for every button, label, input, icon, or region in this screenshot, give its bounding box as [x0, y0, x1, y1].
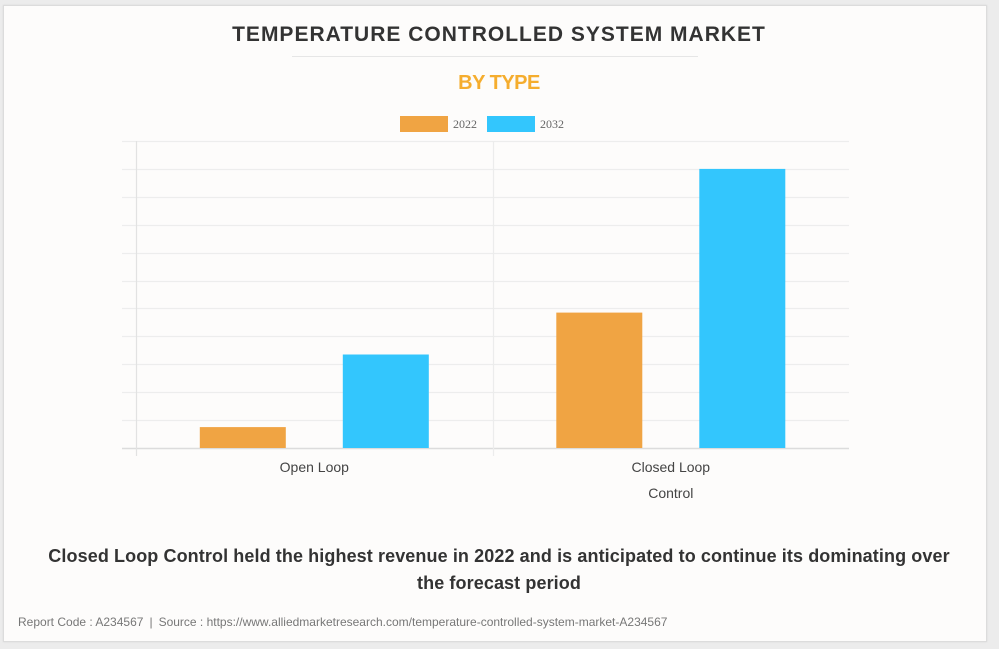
report-code: Report Code : A234567: [18, 615, 144, 629]
bar-2032-closed-loop-control: [699, 168, 786, 448]
category-label: Closed Loop: [631, 459, 710, 475]
legend-swatch-2032: [487, 116, 535, 132]
legend-label-2022: 2022: [453, 116, 477, 131]
legend-item-2022[interactable]: 2022: [400, 116, 477, 132]
legend-swatch-2022: [400, 116, 448, 132]
category-label: Open Loop: [280, 459, 349, 475]
chart-title: TEMPERATURE CONTROLLED SYSTEM MARKET: [232, 23, 766, 46]
chart-caption: Closed Loop Control held the highest rev…: [48, 546, 950, 593]
bar-2022-open-loop: [199, 427, 286, 448]
footer-separator: |: [149, 615, 153, 629]
chart-legend: 2022 2032: [400, 115, 574, 133]
category-labels: Open Loop Closed Loop Control: [280, 459, 711, 501]
bar-2022-closed-loop-control: [556, 312, 643, 448]
axes: [135, 141, 495, 456]
chart-subtitle: BY TYPE: [458, 72, 540, 94]
source-link[interactable]: Source : https://www.alliedmarketresearc…: [158, 615, 668, 629]
title-divider: [292, 56, 698, 57]
category-label: Control: [648, 485, 693, 501]
bars: [199, 168, 786, 448]
chart-card: TEMPERATURE CONTROLLED SYSTEM MARKET BY …: [3, 5, 987, 642]
bar-2032-open-loop: [342, 354, 429, 448]
legend-item-2032[interactable]: 2032: [487, 116, 564, 132]
legend-label-2032: 2032: [540, 116, 564, 131]
footer: Report Code : A234567 | Source : https://w…: [18, 615, 667, 629]
